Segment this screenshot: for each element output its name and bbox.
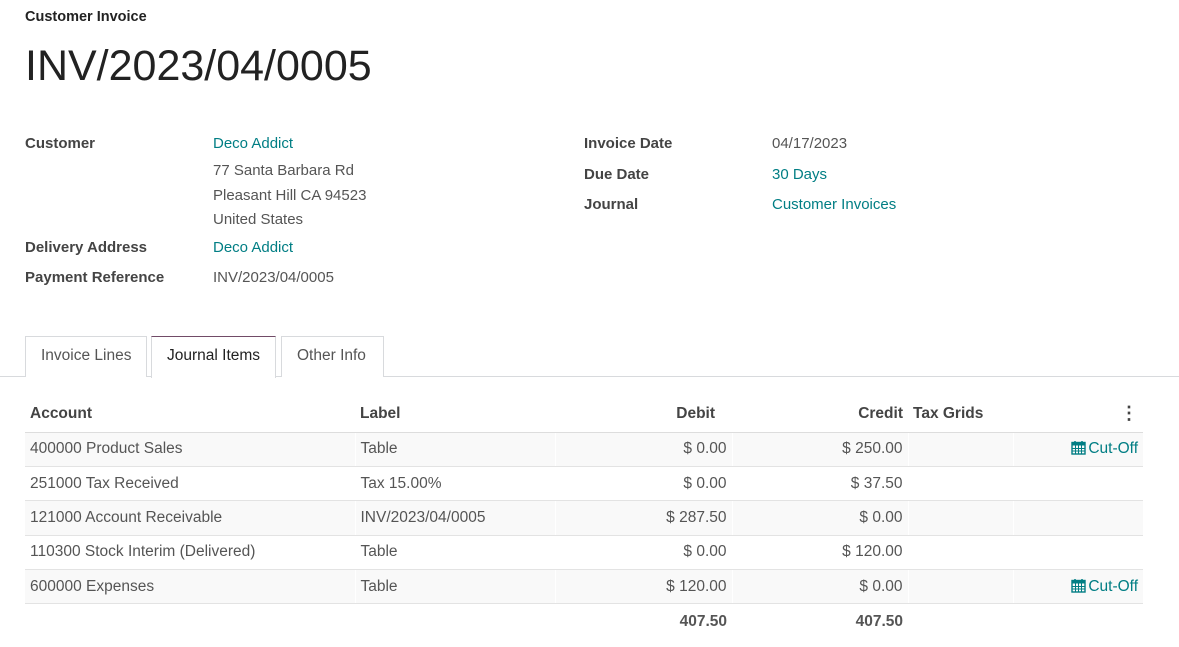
col-label[interactable]: Label [355,396,555,433]
page-title: INV/2023/04/0005 [25,42,372,90]
credit-cell[interactable]: $ 120.00 [731,535,908,571]
cut-off-button[interactable]: Cut-Off [1071,578,1138,595]
table-row[interactable]: 600000 Expenses Table $ 120.00 $ 0.00 Cu… [25,569,1143,605]
label-cell[interactable]: Table [354,569,555,605]
label-cell[interactable]: INV/2023/04/0005 [354,500,555,536]
debit-cell[interactable]: $ 120.00 [554,569,732,605]
tab-journal-items[interactable]: Journal Items [151,336,277,378]
total-credit: 407.50 [732,603,908,640]
record-type: Customer Invoice [25,9,147,25]
debit-cell[interactable]: $ 0.00 [554,535,732,571]
invoice-date-value: 04/17/2023 [772,135,848,152]
tab-invoice-lines[interactable]: Invoice Lines [25,336,148,377]
journal-label: Journal [584,196,639,213]
calendar-icon [1071,440,1088,457]
credit-cell[interactable]: $ 0.00 [731,569,908,605]
debit-cell[interactable]: $ 0.00 [554,466,732,502]
payref-label: Payment Reference [25,269,165,286]
tax-grids-cell[interactable] [907,432,1013,467]
action-cell [1012,500,1143,536]
tax-grids-cell[interactable] [907,500,1013,536]
delivery-label: Delivery Address [25,239,148,256]
account-cell[interactable]: 400000 Product Sales [25,432,355,467]
customer-link[interactable]: Deco Addict [213,135,294,152]
tax-grids-cell[interactable] [907,466,1013,502]
address-line: 77 Santa Barbara Rd [213,162,354,179]
due-date-link[interactable]: 30 Days [772,166,828,183]
journal-link[interactable]: Customer Invoices [772,196,897,213]
total-debit: 407.50 [555,603,732,640]
table-row[interactable]: 121000 Account Receivable INV/2023/04/00… [25,500,1143,536]
totals-spacer [355,603,555,640]
notebook-tabs: Invoice Lines Journal Items Other Info [0,336,1179,378]
action-cell: Cut-Off [1012,569,1143,605]
customer-label: Customer [25,135,96,152]
tax-grids-cell[interactable] [907,569,1013,605]
totals-spacer [1013,603,1143,640]
tab-other-info[interactable]: Other Info [281,336,384,377]
tax-grids-cell[interactable] [907,535,1013,571]
credit-cell[interactable]: $ 250.00 [731,432,908,467]
action-cell: Cut-Off [1012,432,1143,467]
totals-spacer [908,603,1013,640]
credit-cell[interactable]: $ 37.50 [731,466,908,502]
journal-items-table: Account Label Debit Credit Tax Grids ⋮ 4… [25,396,1143,640]
address-line: United States [213,211,304,228]
table-row[interactable]: 110300 Stock Interim (Delivered) Table $… [25,535,1143,571]
invoice-date-label: Invoice Date [584,135,673,152]
calendar-icon [1071,578,1088,595]
label-cell[interactable]: Table [354,535,555,571]
payref-value: INV/2023/04/0005 [213,269,334,286]
cut-off-label: Cut-Off [1088,440,1138,458]
table-row[interactable]: 400000 Product Sales Table $ 0.00 $ 250.… [25,432,1143,467]
totals-spacer [25,603,355,640]
account-cell[interactable]: 251000 Tax Received [25,466,355,502]
account-cell[interactable]: 121000 Account Receivable [25,500,355,536]
account-cell[interactable]: 600000 Expenses [25,569,355,605]
optional-columns-button[interactable]: ⋮ [1013,396,1143,433]
col-debit[interactable]: Debit [555,396,732,433]
col-account[interactable]: Account [25,396,355,433]
debit-cell[interactable]: $ 287.50 [554,500,732,536]
col-credit[interactable]: Credit [732,396,908,433]
credit-cell[interactable]: $ 0.00 [731,500,908,536]
address-line: Pleasant Hill CA 94523 [213,186,367,204]
table-row[interactable]: 251000 Tax Received Tax 15.00% $ 0.00 $ … [25,466,1143,502]
kebab-menu-icon: ⋮ [1120,403,1138,424]
customer-address: 77 Santa Barbara Rd Pleasant Hill CA 945… [213,159,366,233]
cut-off-button[interactable]: Cut-Off [1071,440,1138,457]
label-cell[interactable]: Table [354,432,555,467]
debit-cell[interactable]: $ 0.00 [554,432,732,467]
action-cell [1012,535,1143,571]
account-cell[interactable]: 110300 Stock Interim (Delivered) [25,535,355,571]
col-tax-grids[interactable]: Tax Grids [908,396,1013,433]
delivery-link[interactable]: Deco Addict [213,239,294,256]
action-cell [1012,466,1143,502]
label-cell[interactable]: Tax 15.00% [354,466,555,502]
cut-off-label: Cut-Off [1088,577,1138,595]
due-date-label: Due Date [584,166,650,183]
